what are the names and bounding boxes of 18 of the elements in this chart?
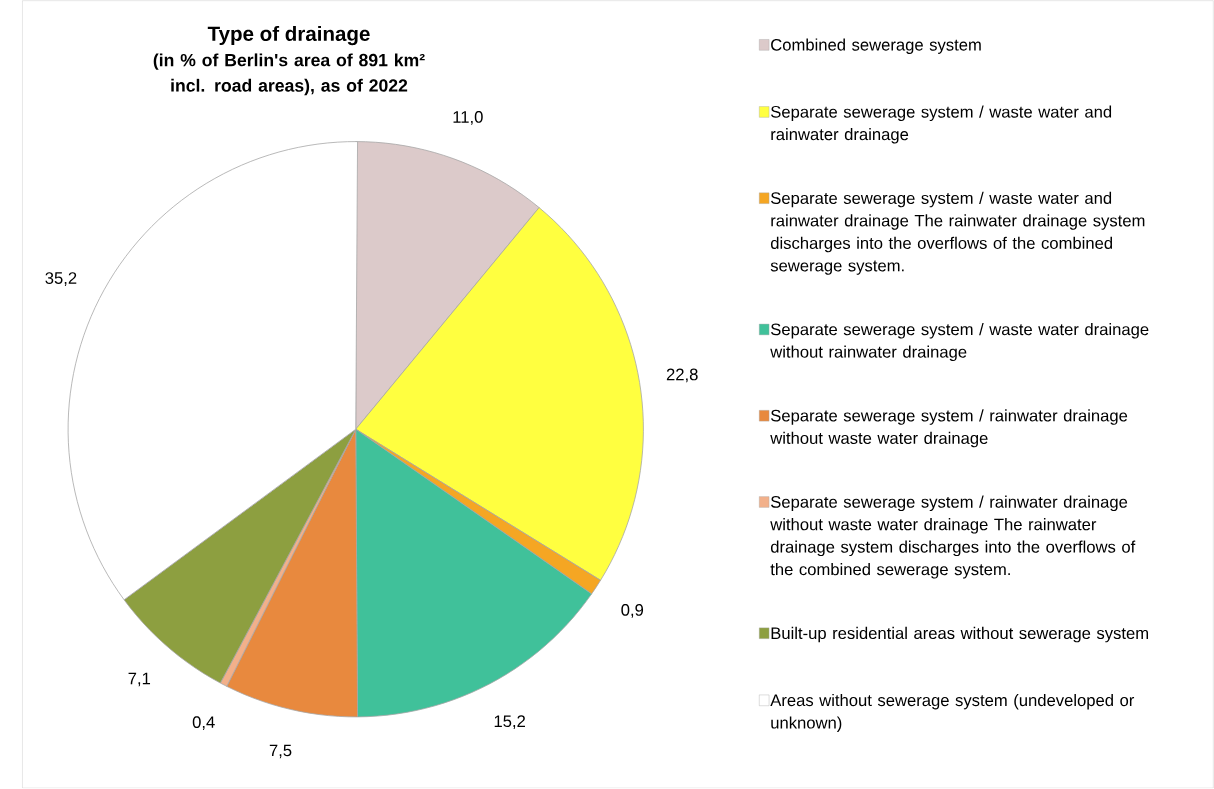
data-label: 11,0 xyxy=(453,111,483,125)
data-label: 35,2 xyxy=(45,272,77,287)
legend-label: Built-up residential areas without sewerage system xyxy=(771,626,1149,643)
legend-label: Separate sewerage system / waste water and rainwater drainage xyxy=(771,105,1112,144)
data-label: 0,9 xyxy=(621,604,644,618)
data-label: 7,5 xyxy=(269,744,292,759)
legend-label: Combined sewerage system xyxy=(771,38,981,55)
legend-label: Separate sewerage system / waste water drainage without rainwater drainage xyxy=(770,323,1149,362)
data-label: 22,8 xyxy=(666,368,698,383)
chart-title: Type of drainage xyxy=(207,26,370,46)
legend-label: Separate sewerage system / rainwater drainage without waste water drainage The rainwater drainage system discharges into the overflows of the combined sewerage system. xyxy=(770,495,1136,579)
data-label: 7,1 xyxy=(128,672,151,687)
legend-label: Areas without sewerage system (undeveloped or unknown) xyxy=(770,694,1135,733)
legend-label: Separate sewerage system / rainwater drainage without waste water drainage xyxy=(770,409,1128,448)
legend-label: Separate sewerage system / waste water and rainwater drainage The rainwater drainage system discharges into the overflows of the combined sewerage system. xyxy=(770,191,1145,275)
data-label: 15,2 xyxy=(494,715,525,730)
text: (in % of Berlin's area of 891 km² incl. road areas), as of 2022 xyxy=(153,53,425,96)
data-label: 0,4 xyxy=(192,716,215,731)
